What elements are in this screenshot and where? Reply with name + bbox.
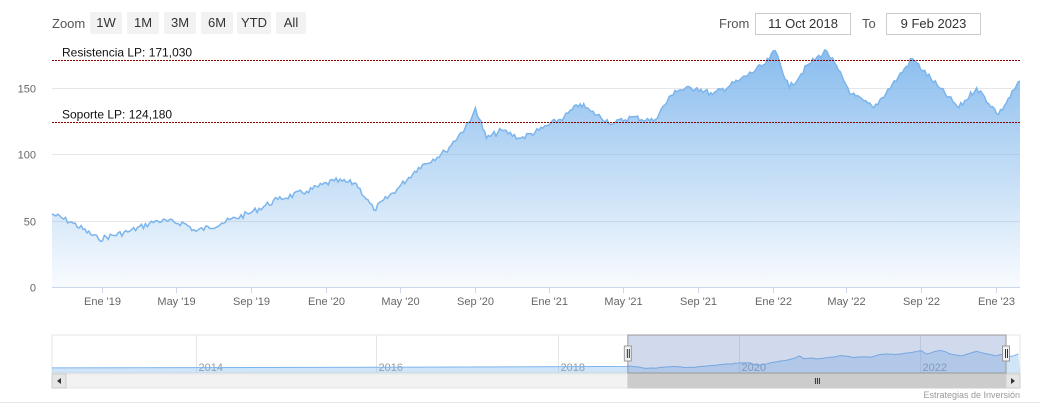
x-tick-label: Ene '21 bbox=[531, 296, 568, 308]
credits-text[interactable]: Estrategias de Inversión bbox=[923, 390, 1020, 400]
x-tick-label: May '19 bbox=[157, 296, 195, 308]
y-tick-label: 50 bbox=[24, 217, 36, 229]
y-tick-label: 150 bbox=[18, 84, 36, 96]
navigator-line bbox=[51, 349, 1019, 369]
price-series-line bbox=[51, 49, 1021, 243]
zoom-1w-button[interactable]: 1W bbox=[90, 12, 122, 34]
y-tick-label: 100 bbox=[18, 150, 36, 162]
x-tick-label: May '21 bbox=[604, 296, 642, 308]
x-tick-label: Ene '23 bbox=[978, 296, 1015, 308]
zoom-label: Zoom bbox=[52, 16, 86, 31]
navigator-tick-label: 2016 bbox=[379, 362, 403, 374]
zoom-1m-button[interactable]: 1M bbox=[127, 12, 159, 34]
x-tick-label: Sep '21 bbox=[680, 296, 717, 308]
zoom-6m-button[interactable]: 6M bbox=[201, 12, 233, 34]
navigator-area bbox=[52, 350, 1020, 373]
x-tick-label: Ene '19 bbox=[84, 296, 121, 308]
y-tick-label: 0 bbox=[30, 283, 36, 295]
zoom-3m-button[interactable]: 3M bbox=[164, 12, 196, 34]
support-label: Soporte LP: 124,180 bbox=[62, 108, 172, 122]
chevron-left-icon bbox=[57, 378, 61, 384]
to-date-input[interactable]: 9 Feb 2023 bbox=[886, 13, 981, 35]
x-tick-label: May '22 bbox=[827, 296, 865, 308]
chevron-right-icon bbox=[1011, 378, 1015, 384]
zoom-ytd-button[interactable]: YTD bbox=[237, 12, 271, 34]
x-tick-label: Ene '20 bbox=[308, 296, 345, 308]
x-tick-label: Ene '22 bbox=[755, 296, 792, 308]
to-label: To bbox=[862, 16, 876, 31]
bottom-divider bbox=[0, 402, 1040, 403]
x-tick-label: May '20 bbox=[381, 296, 419, 308]
from-label: From bbox=[719, 16, 750, 31]
x-tick-label: Sep '22 bbox=[903, 296, 940, 308]
from-date-input[interactable]: 11 Oct 2018 bbox=[755, 13, 851, 35]
zoom-all-button[interactable]: All bbox=[276, 12, 306, 34]
x-tick-label: Sep '20 bbox=[457, 296, 494, 308]
navigator-tick-label: 2018 bbox=[561, 362, 585, 374]
navigator-selection[interactable] bbox=[627, 334, 1007, 374]
price-area-fill bbox=[52, 50, 1020, 287]
navigator-tick-label: 2022 bbox=[923, 362, 947, 374]
resistance-label: Resistencia LP: 171,030 bbox=[62, 46, 192, 60]
x-tick-label: Sep '19 bbox=[233, 296, 270, 308]
